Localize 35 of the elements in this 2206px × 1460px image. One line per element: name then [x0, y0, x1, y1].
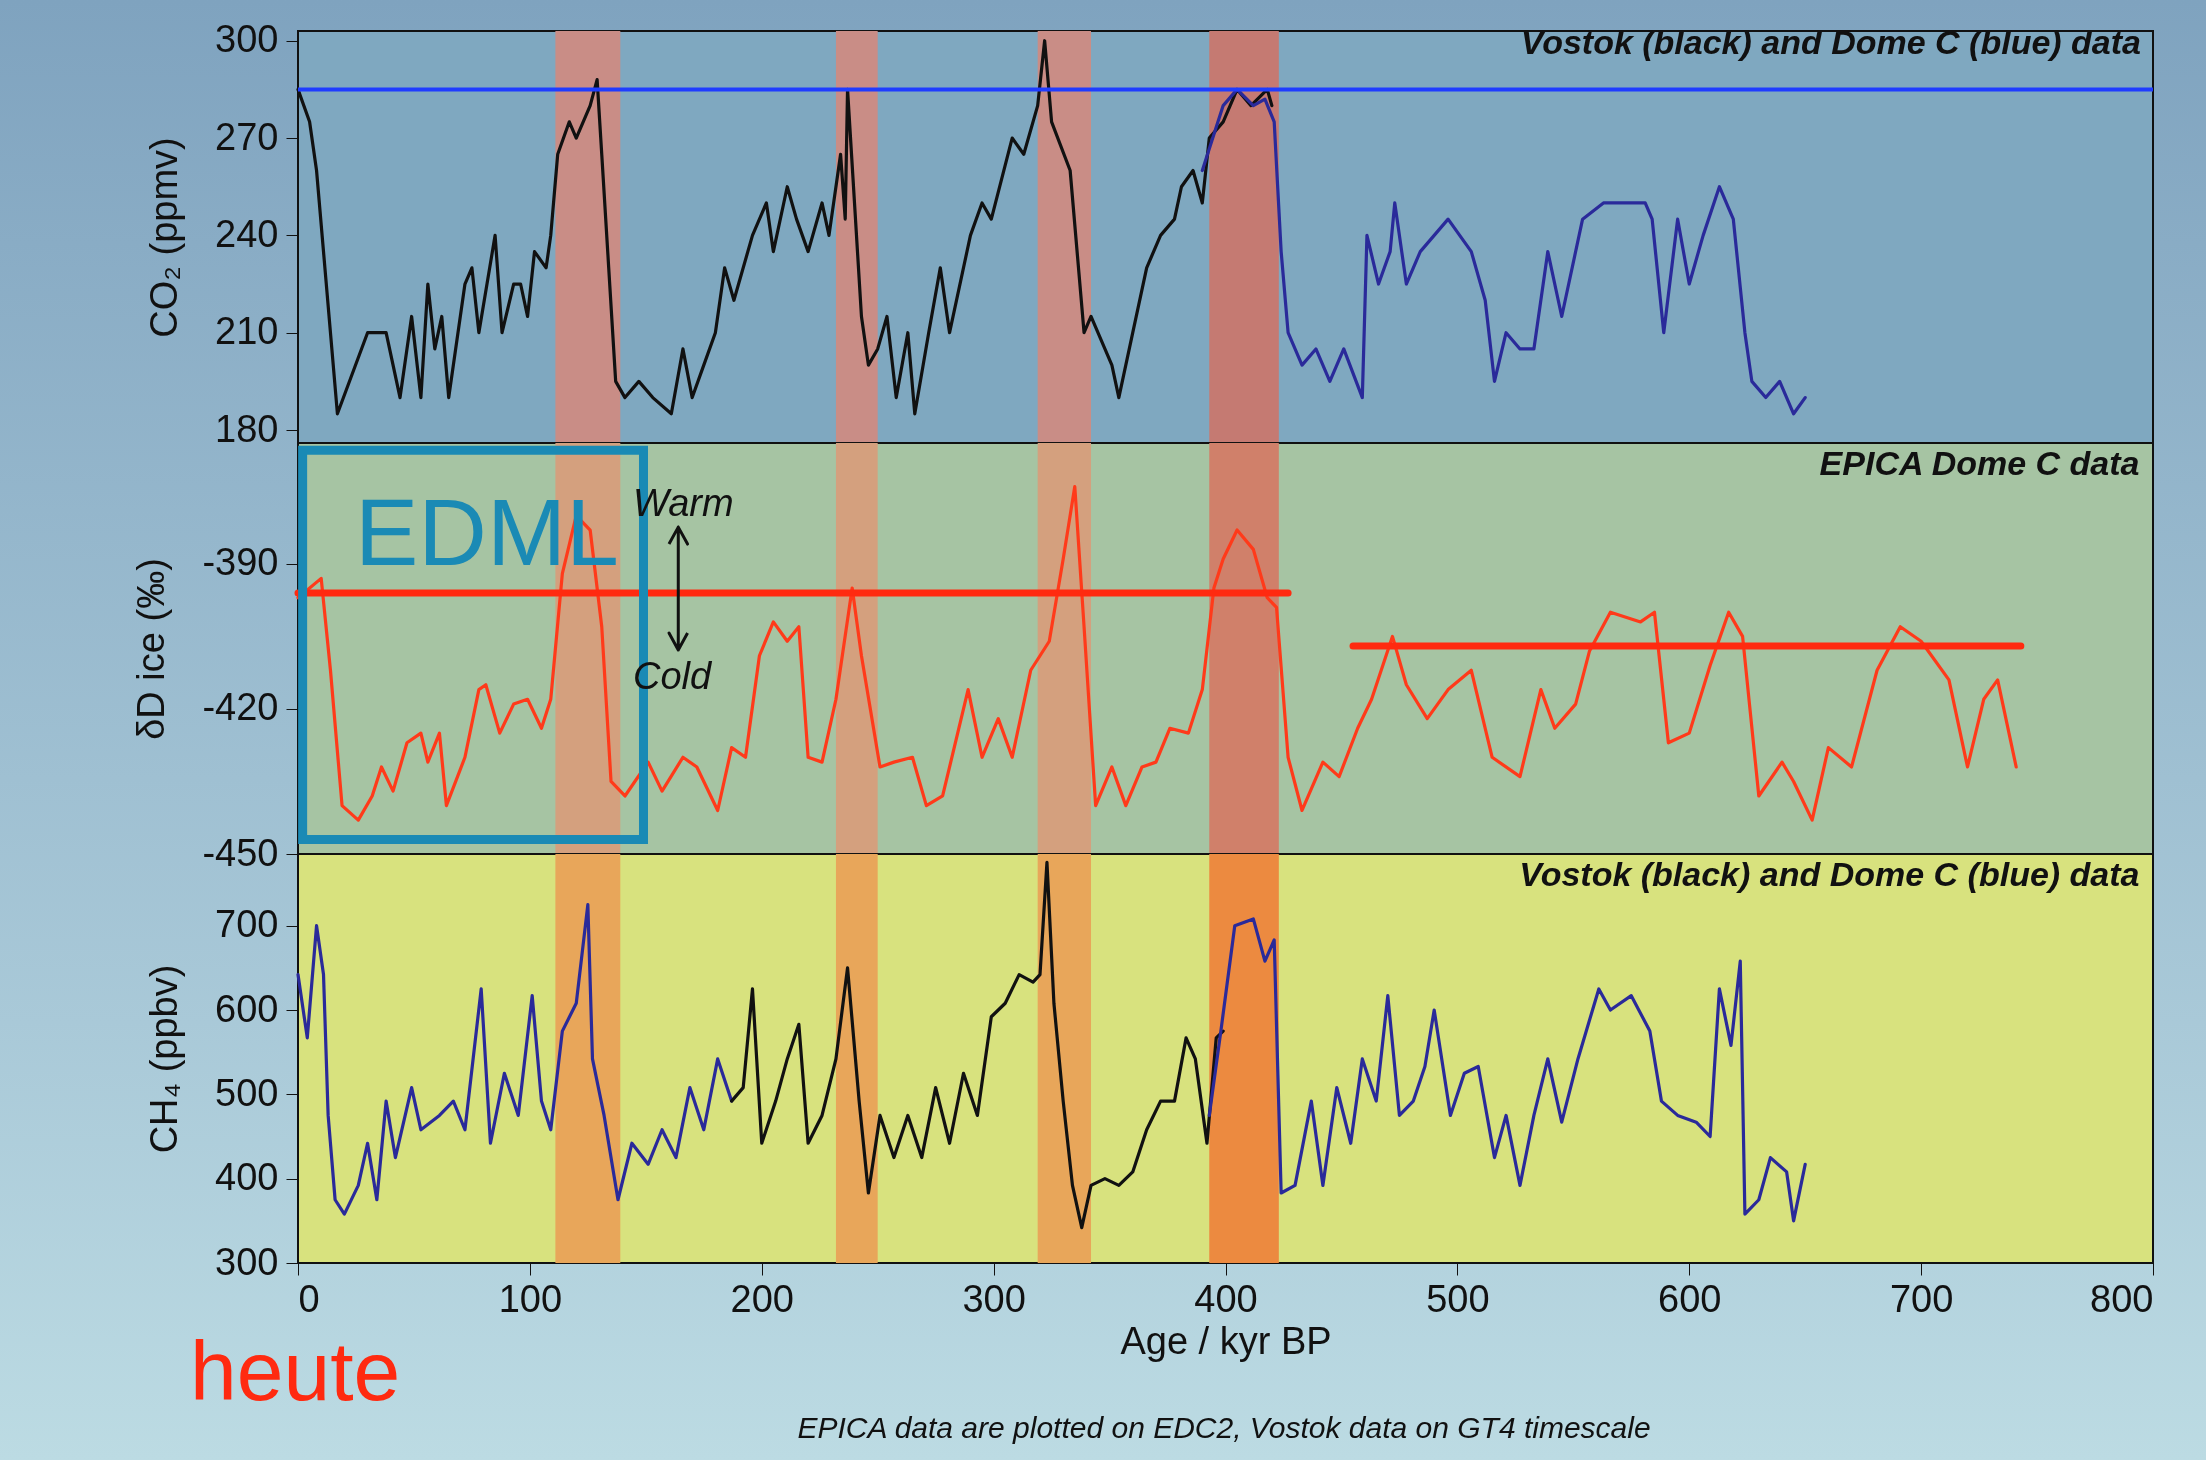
line-series: [296, 903, 734, 1216]
x-tick-label: 0: [298, 1277, 320, 1320]
y-tick-label: 500: [215, 1071, 279, 1114]
line-series: [730, 860, 1225, 1230]
y-axis-title: CH₄ (ppbv): [143, 964, 186, 1154]
y-tick-label: -390: [202, 541, 279, 584]
y-tick-label: 300: [215, 18, 279, 61]
y-tick-label: 400: [215, 1156, 279, 1199]
y-tick-label: -450: [202, 831, 279, 874]
text: EPICA data are plotted on EDC2, Vostok data on GT4 timescale: [797, 1411, 1651, 1444]
y-tick-label: 180: [215, 407, 279, 450]
y-axis-title: δD ice (‰): [130, 558, 173, 740]
y-tick-label: 270: [215, 115, 279, 158]
y-tick-label: -420: [202, 686, 279, 729]
line-series: [296, 484, 2018, 822]
chart-title: Vostok (black) and Dome C (blue) data: [1520, 22, 2141, 61]
y-tick-label: 700: [215, 903, 279, 946]
y-tick-label: 600: [215, 987, 279, 1030]
y-tick-label: 240: [215, 212, 279, 255]
x-tick-label: 500: [1426, 1277, 1490, 1320]
y-tick-label: 300: [215, 1240, 279, 1283]
x-tick-label: 400: [1194, 1277, 1258, 1320]
chart-title: EPICA Dome C data: [1819, 444, 2140, 482]
line-series: [1207, 917, 1807, 1223]
x-tick-label: 600: [1658, 1277, 1722, 1320]
x-tick-label: 700: [1889, 1277, 1954, 1320]
x-tick-label: 300: [962, 1277, 1026, 1320]
chart-title: Vostok (black) and Dome C (blue) data: [1519, 855, 2140, 893]
x-tick-label: 100: [498, 1277, 563, 1320]
x-tick-label: 800: [2090, 1277, 2154, 1320]
y-axis-title: CO₂ (ppmv): [143, 137, 186, 338]
x-tick-label: 200: [730, 1277, 794, 1320]
x-axis-title: Age / kyr BP: [1120, 1319, 1332, 1362]
y-tick-label: 210: [215, 310, 279, 353]
text: heute: [190, 1324, 401, 1418]
